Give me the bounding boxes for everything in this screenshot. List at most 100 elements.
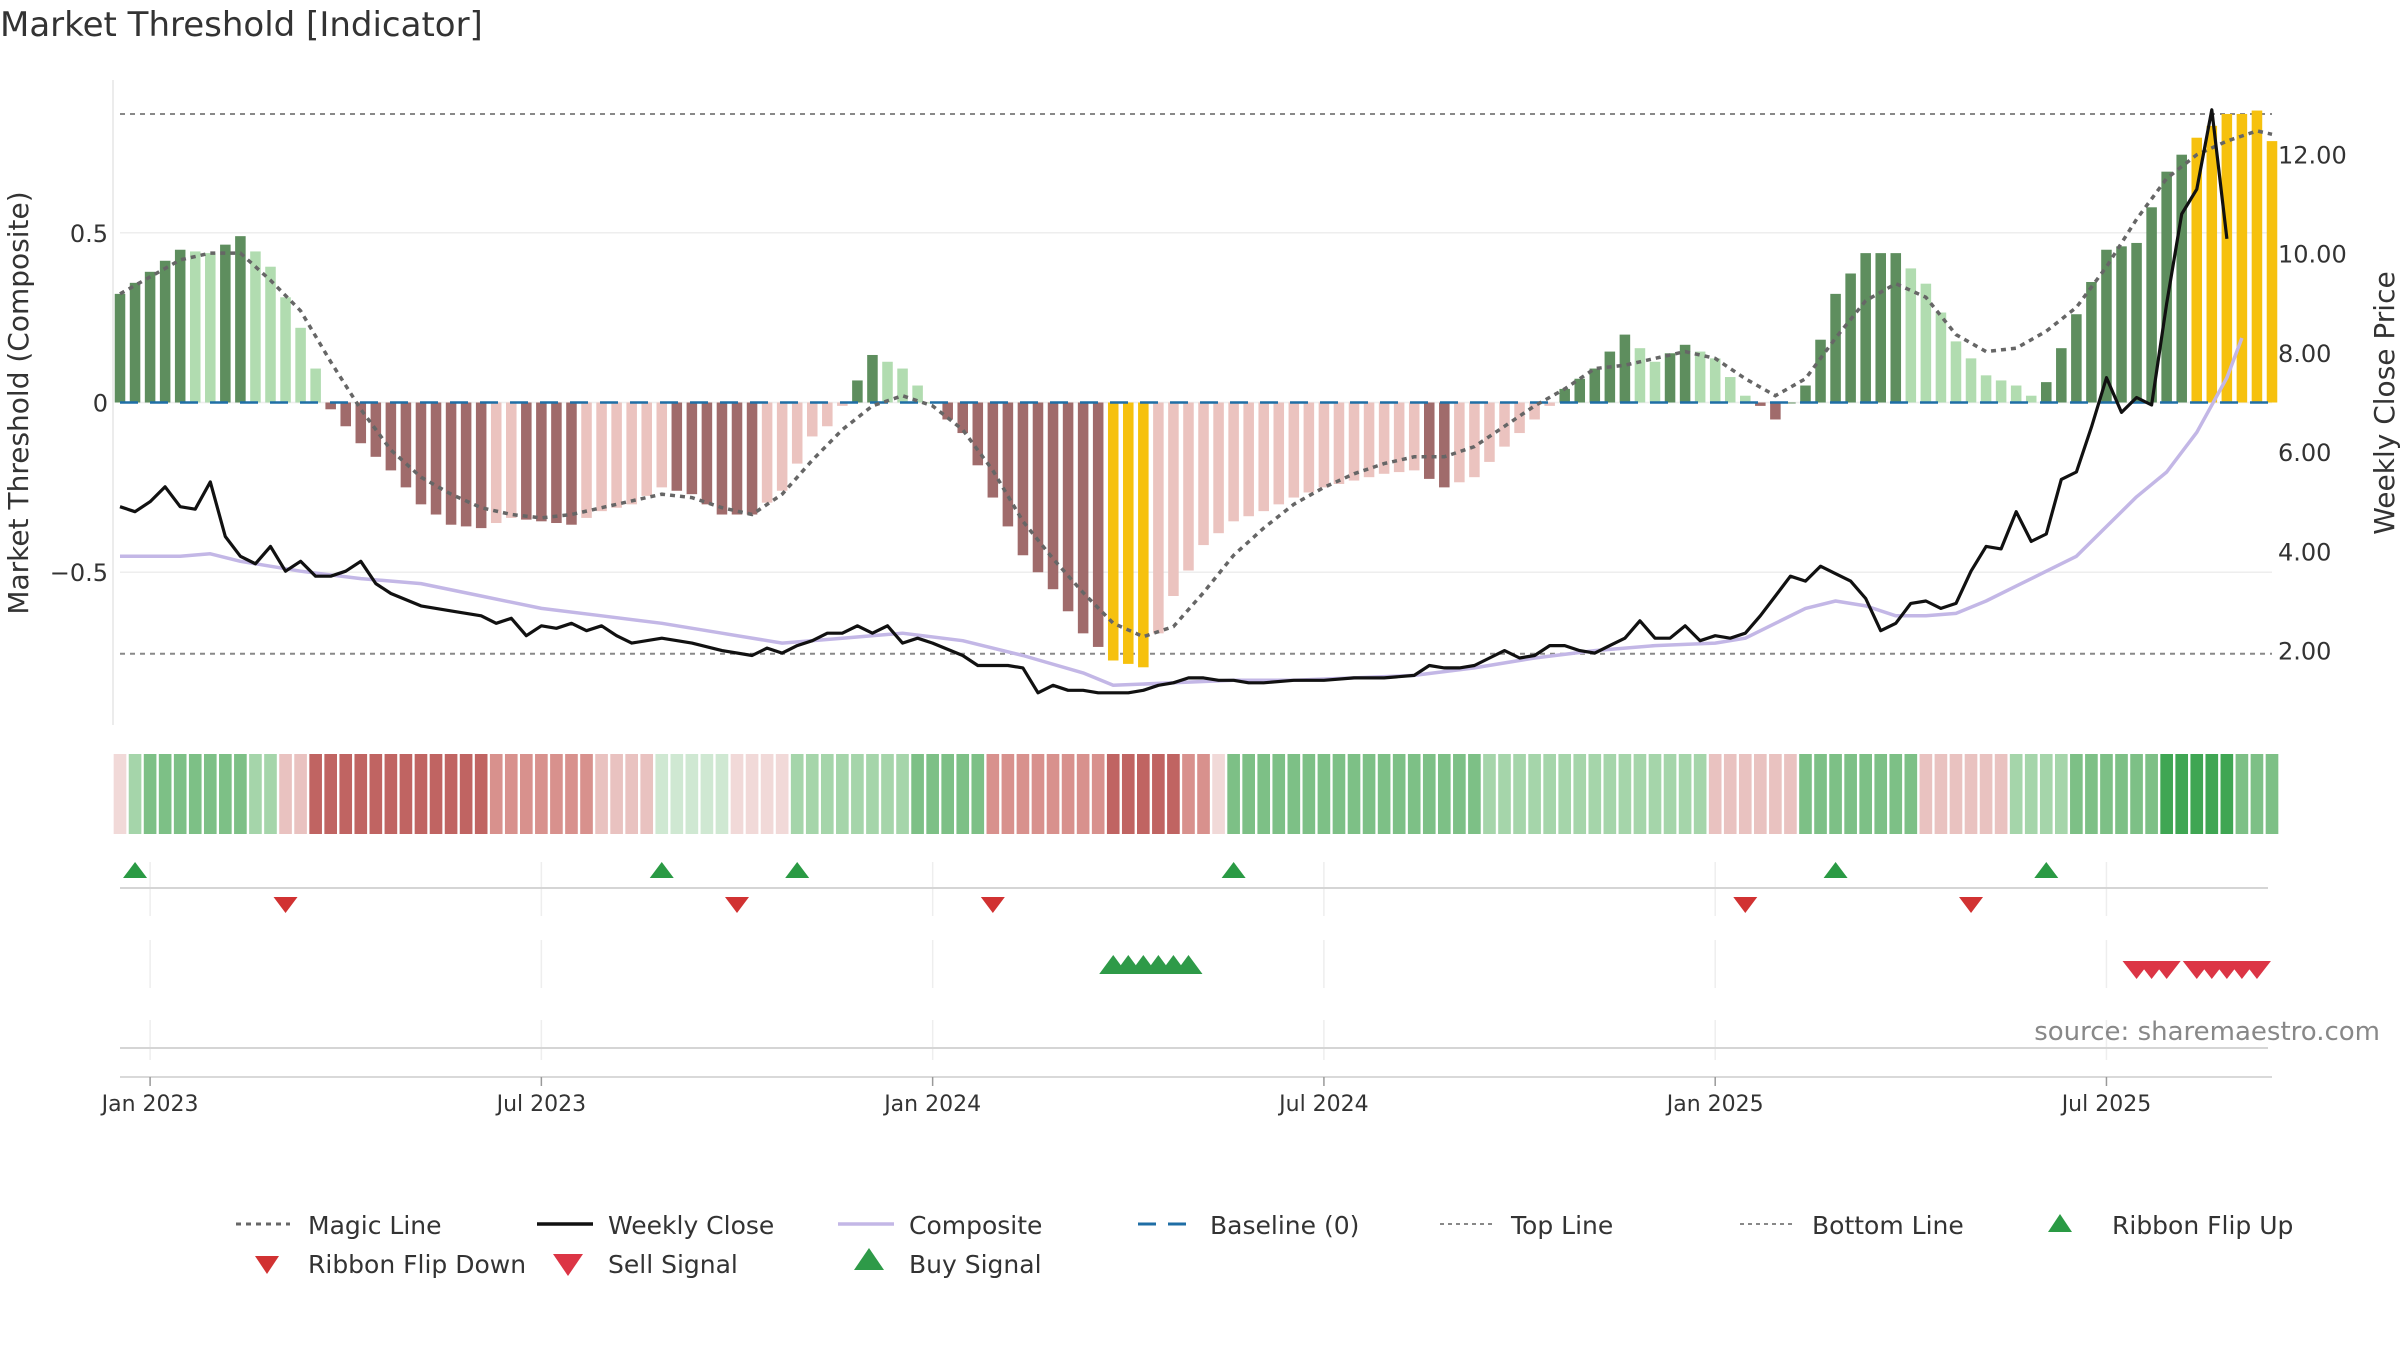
ribbon-cell (1663, 754, 1677, 834)
ribbon-cell (730, 754, 744, 834)
ribbon-cell (971, 754, 985, 834)
legend-baseline-label: Baseline (0) (1210, 1211, 1359, 1240)
composite-bar (430, 402, 442, 515)
ribbon-cell (1784, 754, 1797, 834)
x-tick-label: Jul 2025 (2060, 1092, 2152, 1117)
composite-bar (1077, 402, 1089, 634)
ribbon-flip-down-marker (1733, 897, 1758, 913)
ribbon-cell (1934, 754, 1948, 834)
legend-top-line-label: Top Line (1510, 1211, 1613, 1240)
ribbon-panel (113, 754, 2279, 834)
ribbon-cell (670, 754, 684, 834)
right-tick-label: 10.00 (2278, 241, 2347, 269)
ribbon-cell (1362, 754, 1376, 834)
ribbon-cell (113, 754, 127, 834)
ribbon-cell (520, 754, 533, 834)
ribbon-cell (1513, 754, 1526, 834)
ribbon-cell (1257, 754, 1271, 834)
ribbon-cell (219, 754, 232, 834)
composite-bar (1785, 402, 1796, 404)
composite-bar (1800, 385, 1811, 403)
ribbon-cell (1528, 754, 1541, 834)
ribbon-cell (760, 754, 774, 834)
ribbon-cell (926, 754, 939, 834)
composite-bar (2071, 314, 2082, 403)
right-tick-label: 4.00 (2278, 538, 2331, 566)
composite-bar (1258, 402, 1269, 512)
composite-bar (1860, 253, 1871, 403)
composite-bar (1664, 353, 1676, 403)
ribbon-cell (1392, 754, 1406, 834)
ribbon-cell (234, 754, 247, 834)
composite-bar (581, 402, 592, 518)
ribbon-cell (1437, 754, 1451, 834)
composite-bar (460, 402, 472, 527)
composite-bar (1815, 339, 1826, 403)
ribbon-cell (1227, 754, 1240, 834)
composite-bar (1138, 402, 1149, 668)
ribbon-cell (2145, 754, 2158, 834)
composite-bar (475, 402, 487, 529)
right-tick-label: 8.00 (2278, 340, 2331, 368)
ribbon-cell (2235, 754, 2249, 834)
composite-bar (776, 402, 788, 491)
ribbon-flip-up-marker (1221, 862, 1246, 878)
ribbon-cell (715, 754, 729, 834)
ribbon-cell (1738, 754, 1752, 834)
ribbon-cell (1197, 754, 1210, 834)
ribbon-cell (1483, 754, 1496, 834)
composite-bar (1905, 268, 1917, 403)
legend-flip-up-icon (2048, 1214, 2072, 1232)
ribbon-cell (1994, 754, 2008, 834)
ribbon-cell (1829, 754, 1842, 834)
legend-flip-up-label: Ribbon Flip Up (2112, 1211, 2293, 1240)
composite-bar (2191, 137, 2203, 403)
ribbon-flip-down-marker (273, 897, 298, 913)
legend-flip-down-label: Ribbon Flip Down (308, 1250, 526, 1279)
ribbon-cell (2115, 754, 2128, 834)
composite-bar (1845, 273, 1856, 403)
ribbon-cell (1919, 754, 1933, 834)
legend: Magic Line Weekly Close Composite Baseli… (236, 1211, 2293, 1279)
legend-buy-signal-label: Buy Signal (909, 1250, 1042, 1279)
ribbon-flip-up-marker (649, 862, 674, 878)
composite-bar (1363, 402, 1375, 478)
ribbon-cell (1573, 754, 1587, 834)
composite-bar (174, 249, 186, 403)
right-axis-ticks: 2.00 4.00 6.00 8.00 10.00 12.00 (2278, 141, 2347, 665)
composite-bar (2161, 171, 2172, 403)
ribbon-cell (474, 754, 488, 834)
composite-bar (1062, 402, 1074, 612)
ribbon-cell (1121, 754, 1135, 834)
composite-bar (987, 402, 999, 498)
source-note: source: sharemaestro.com (2034, 1017, 2380, 1047)
ribbon-cell (1468, 754, 1481, 834)
composite-bar (1920, 283, 1932, 403)
composite-bar (671, 402, 683, 491)
composite-bar (2101, 249, 2112, 403)
composite-bar (1770, 402, 1781, 420)
ribbon-cell (1979, 754, 1993, 834)
left-axis-ticks: 0.5 0 −0.5 (50, 220, 108, 587)
ribbon-cell (1182, 754, 1195, 834)
composite-bar (761, 402, 773, 503)
composite-bar (1935, 312, 1947, 403)
ribbon-cell (851, 754, 864, 834)
composite-bar (1574, 378, 1586, 403)
composite-bar (1890, 253, 1902, 403)
ribbon-cell (820, 754, 834, 834)
composite-bar (2131, 242, 2142, 403)
ribbon-cell (429, 754, 443, 834)
composite-bar (490, 402, 502, 524)
ribbon-cell (1242, 754, 1255, 834)
legend-sell-signal-icon (553, 1254, 583, 1276)
chart-title: Market Threshold [Indicator] (0, 5, 483, 45)
ribbon-flip-down-marker (980, 897, 1005, 913)
ribbon-cell (1769, 754, 1782, 834)
composite-bar (205, 253, 216, 403)
ribbon-cell (956, 754, 970, 834)
ribbon-cell (1076, 754, 1090, 834)
ribbon-cell (625, 754, 638, 834)
composite-bar (1393, 402, 1405, 473)
